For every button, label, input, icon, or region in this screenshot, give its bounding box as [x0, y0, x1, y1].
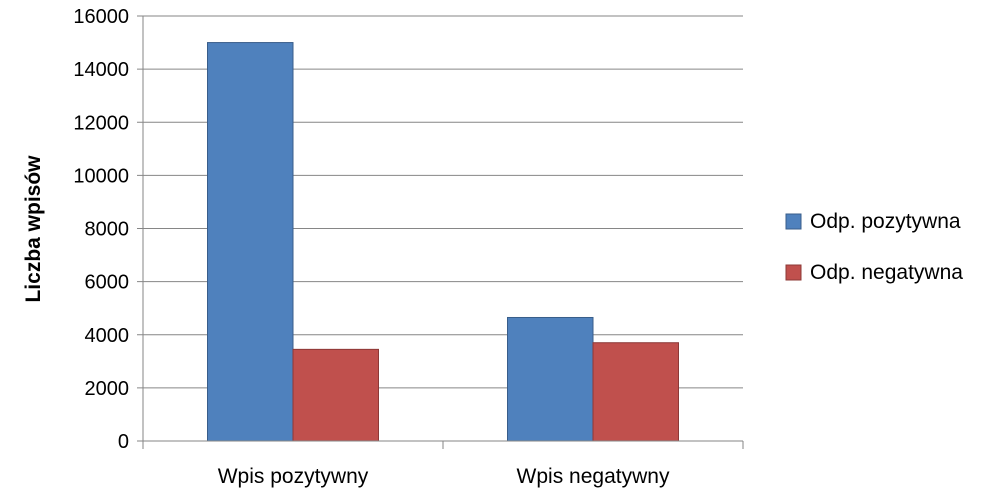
axis-labels: 0 2000 4000 6000 8000 10000 12000 14000 16000 Wpi… [73, 6, 670, 488]
bar [292, 348, 379, 442]
y-tick-label: 16000 [73, 6, 129, 28]
y-tick-label: 4000 [85, 325, 130, 347]
legend-swatch [785, 264, 802, 281]
bar [207, 42, 294, 442]
x-category-label: Wpis pozytywny [218, 465, 369, 488]
y-tick-label: 6000 [85, 272, 130, 294]
y-tick-label: 8000 [85, 219, 130, 241]
legend: Odp. pozytywna Odp. negatywna [785, 210, 963, 284]
x-category-label: Wpis negatywny [517, 465, 670, 488]
bars [207, 42, 679, 442]
y-tick-label: 10000 [73, 165, 129, 187]
legend-swatch [785, 213, 802, 230]
bar [507, 316, 594, 442]
axes [137, 15, 744, 449]
y-tick-label: 0 [118, 431, 129, 453]
bar [592, 342, 679, 442]
y-axis-title: Liczba wpisów [22, 155, 45, 303]
legend-entry-label: Odp. negatywna [810, 261, 963, 284]
y-tick-label: 12000 [73, 112, 129, 134]
legend-entry-label: Odp. pozytywna [810, 210, 961, 233]
y-tick-label: 2000 [85, 378, 130, 400]
y-tick-label: 14000 [73, 59, 129, 81]
